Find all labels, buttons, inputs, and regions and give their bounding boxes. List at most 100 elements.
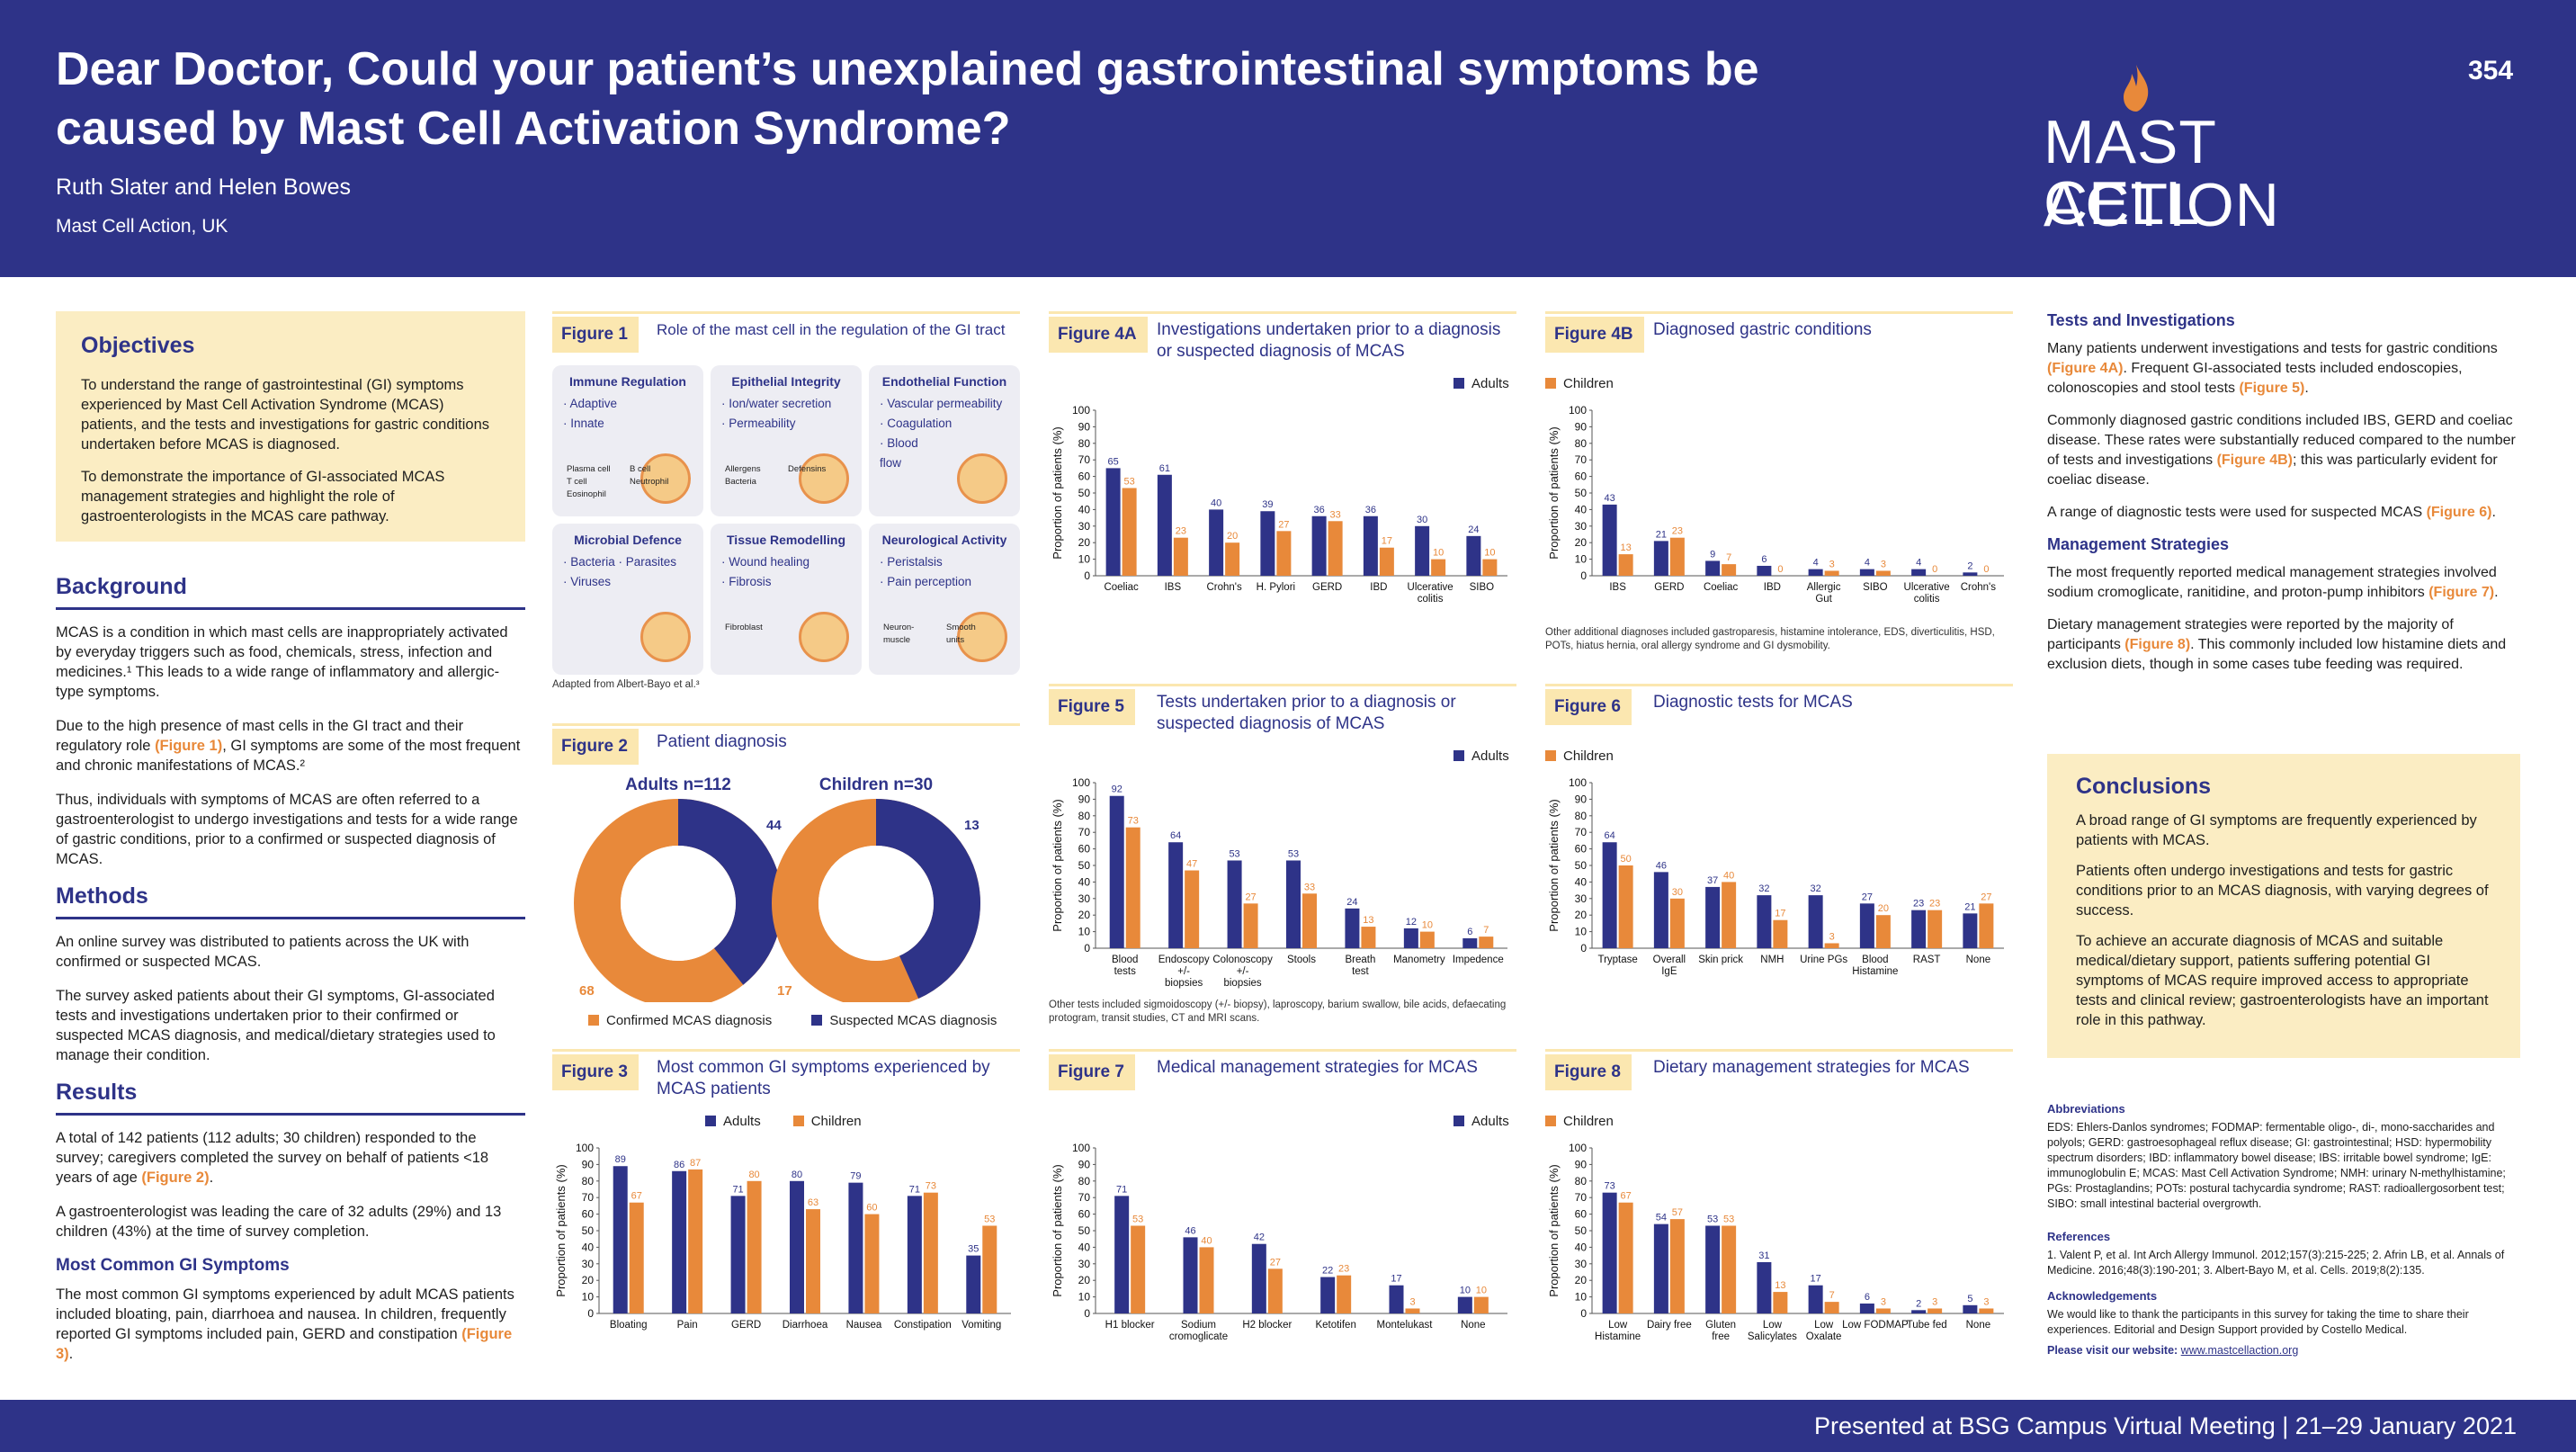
figure-1-cell-item: · Blood (880, 436, 918, 450)
bar-value-label: 37 (1707, 875, 1718, 886)
figure-2-pies: Adults n=112 44 68 Children n=30 13 17 (574, 775, 980, 1002)
x-tick-label: IgE (1661, 966, 1677, 977)
bar-adults (1389, 1285, 1404, 1313)
y-tick-label: 30 (1575, 892, 1588, 905)
x-tick-label: Constipation (894, 1320, 952, 1331)
x-tick-label: Dairy free (1647, 1320, 1692, 1331)
bar-adults (1403, 928, 1418, 948)
y-tick-label: 10 (1078, 1291, 1091, 1304)
bar-value-label: 32 (1758, 883, 1769, 894)
bar-value-label: 86 (674, 1160, 684, 1170)
cell-illustration-icon (640, 612, 691, 662)
bar-chart: Proportion of patients (%) 0 10 20 30 40 50 60 7… (1051, 1142, 1507, 1342)
bar-value-label: 24 (1468, 524, 1479, 535)
figure-label: Figure 4A (1049, 317, 1148, 353)
bar-value-label: 21 (1964, 901, 1975, 912)
legend-adults: Adults Children (705, 1114, 862, 1129)
tests-heading: Tests and Investigations (2047, 311, 2235, 329)
figure-title: Medical management strategies for MCAS (1157, 1058, 1478, 1077)
bar-value-label: 57 (1672, 1207, 1683, 1218)
y-tick-label: 100 (576, 1142, 594, 1154)
y-tick-label: 10 (1078, 553, 1091, 566)
bar-adults (1157, 474, 1172, 576)
bar-value-label: 35 (968, 1244, 979, 1255)
bar-children (1131, 1225, 1146, 1313)
bar-children (1276, 531, 1292, 576)
bar-children (1875, 915, 1891, 948)
figure-title: Dietary management strategies for MCAS (1653, 1058, 1970, 1077)
bar-value-label: 47 (1186, 859, 1197, 870)
bar-adults (1363, 515, 1378, 576)
footer-text: Presented at BSG Campus Virtual Meeting … (1814, 1412, 2517, 1439)
bar-adults (1808, 1285, 1823, 1313)
y-axis-label: Proportion of patients (%) (554, 1164, 568, 1296)
figure-title: Diagnosed gastric conditions (1653, 320, 1872, 339)
x-tick-label: Manometry (1393, 955, 1445, 965)
y-axis-label: Proportion of patients (%) (1051, 426, 1064, 559)
y-tick-label: 70 (1575, 1191, 1588, 1204)
bar-value-label: 40 (1201, 1235, 1212, 1246)
figure-1-label: Figure 1 (552, 317, 639, 353)
bar-value-label: 53 (1124, 476, 1135, 487)
bar-children (1722, 882, 1737, 948)
mgmt-p2: Dietary management strategies were repor… (2047, 617, 2507, 672)
y-axis-label: Proportion of patients (%) (1051, 1164, 1064, 1296)
illustration-label: Smooth (946, 623, 976, 632)
y-tick-label: 50 (1078, 487, 1091, 499)
bar-adults (1251, 1243, 1266, 1313)
x-tick-label: Histamine (1595, 1331, 1641, 1342)
mast-cell-action-logo: MAST CELL ACTION (2044, 65, 2385, 245)
x-tick-label: Gut (1815, 594, 1832, 605)
left-column: Objectives To understand the range of ga… (56, 311, 525, 1378)
y-tick-label: 0 (1580, 1307, 1587, 1320)
illustration-label: units (946, 635, 965, 645)
right-column: Tests and Investigations Many patients u… (2047, 311, 2524, 687)
website-link[interactable]: www.mastcellaction.org (2180, 1344, 2299, 1357)
bar-value-label: 4 (1813, 558, 1819, 569)
logo-line2: ACTION (2044, 171, 2280, 239)
x-tick-label: Vomiting (962, 1320, 1001, 1331)
y-tick-label: 20 (1575, 536, 1588, 549)
authors: Ruth Slater and Helen Bowes (56, 175, 351, 200)
bar-children (806, 1209, 820, 1313)
figure-1-cell: Neurological Activity · Peristalsis · Pain… (869, 524, 1020, 675)
bar-value-label: 10 (1476, 1286, 1487, 1296)
figure-2-legend: Confirmed MCAS diagnosis Suspected MCAS … (588, 1013, 997, 1028)
background-heading: Background (56, 574, 525, 610)
x-tick-label: biopsies (1165, 978, 1203, 989)
figure-1-cell-item: · Pain perception (880, 575, 972, 588)
y-tick-label: 100 (1072, 776, 1090, 789)
bar-adults (1286, 860, 1301, 948)
background-p2: Due to the high presence of mast cells i… (56, 718, 521, 774)
x-tick-label: Coeliac (1104, 582, 1139, 593)
figure-1-cell: Immune Regulation · Adaptive · Innate Plasm… (552, 365, 703, 516)
bar-value-label: 24 (1346, 897, 1357, 908)
x-tick-label: Urine PGs (1800, 955, 1847, 965)
bar-value-label: 67 (1621, 1191, 1632, 1202)
pie-label-confirmed: 17 (777, 983, 792, 999)
y-tick-label: 100 (1072, 1142, 1090, 1154)
bar-value-label: 53 (1132, 1214, 1143, 1224)
cell-illustration-icon (640, 453, 691, 504)
bar-value-label: 65 (1108, 456, 1119, 467)
bar-children (1122, 488, 1137, 576)
bar-adults (1653, 541, 1668, 576)
x-tick-label: H. Pylori (1257, 582, 1295, 593)
y-tick-label: 50 (1575, 1224, 1588, 1237)
x-tick-label: IBS (1165, 582, 1182, 593)
x-tick-label: Tube fed (1907, 1320, 1947, 1331)
bar-value-label: 71 (1116, 1184, 1127, 1195)
bar-children (1824, 570, 1839, 576)
y-tick-label: 60 (1575, 1208, 1588, 1221)
mgmt-heading: Management Strategies (2047, 535, 2230, 553)
figure-6: Figure 6 Diagnostic tests for MCAS Childre… (1545, 684, 2013, 1026)
bar-children (688, 1169, 703, 1313)
bar-adults (1602, 504, 1617, 576)
y-tick-label: 90 (582, 1158, 595, 1170)
x-tick-label: Crohn's (1206, 582, 1242, 593)
legend-swatch-adults (1453, 750, 1464, 761)
y-tick-label: 0 (1084, 942, 1090, 955)
bar-value-label: 3 (1932, 1296, 1937, 1307)
bar-value-label: 23 (1338, 1264, 1349, 1275)
y-tick-label: 70 (582, 1191, 595, 1204)
